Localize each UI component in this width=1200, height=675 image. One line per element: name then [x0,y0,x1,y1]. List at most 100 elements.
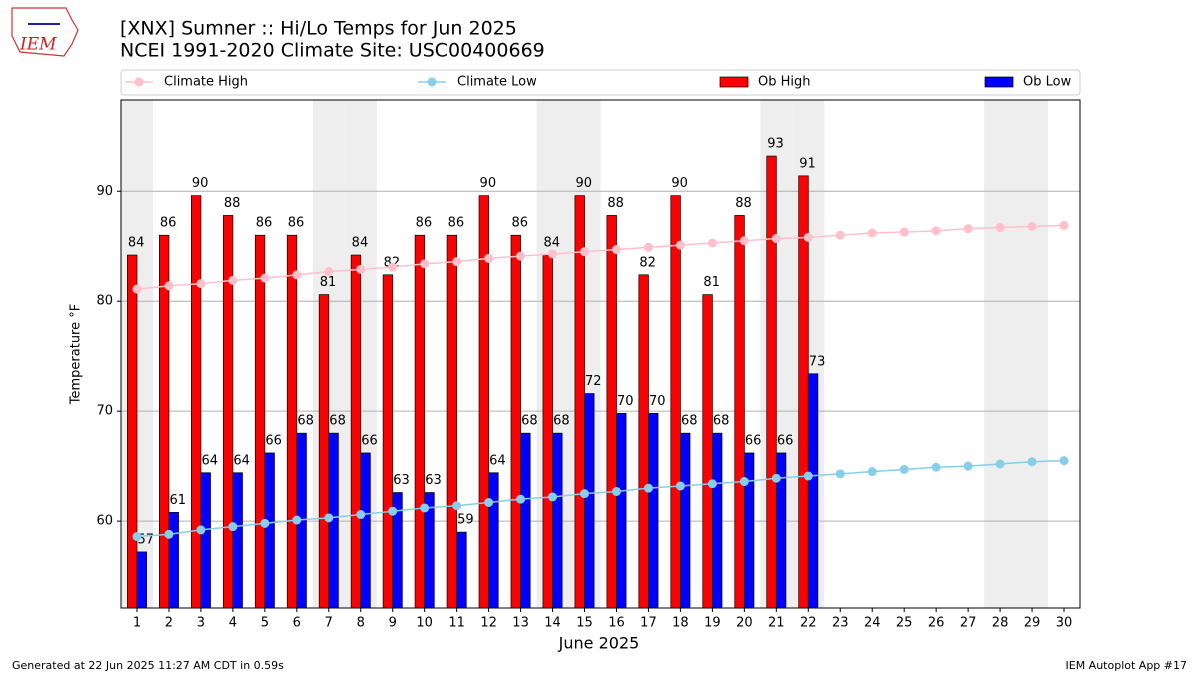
data-label: 86 [448,216,465,231]
x-tick-label: 12 [480,616,497,631]
y-axis-label: Temperature °F [69,304,84,405]
data-label: 86 [160,216,177,231]
x-tick-label: 11 [448,616,465,631]
data-label: 64 [489,453,506,468]
legend-label: Ob Low [1023,75,1072,90]
data-label: 88 [224,196,241,211]
point [963,224,973,234]
legend-swatch [719,76,749,88]
x-tick-label: 18 [672,616,689,631]
bar [254,234,266,609]
data-label: 66 [777,433,794,448]
x-tick-label: 26 [928,616,945,631]
bar [264,452,275,609]
legend-swatch [134,77,144,87]
point [739,477,749,487]
bar [488,472,499,609]
bar [702,294,713,609]
bar [680,432,691,609]
point [867,228,877,238]
data-label: 93 [767,137,784,152]
legend-label: Climate High [164,75,248,90]
bar [360,452,371,609]
data-label: 66 [745,433,762,448]
point [164,529,174,539]
point [1027,221,1037,231]
bar [584,393,595,609]
point [548,492,558,502]
logo-text: IEM [19,35,57,55]
point [803,232,813,242]
x-tick-label: 20 [736,616,753,631]
point [484,253,494,263]
bar [542,254,553,609]
bar [200,472,211,609]
bar [638,274,649,609]
data-label: 72 [585,374,602,389]
data-label: 63 [393,473,410,488]
point [675,240,685,250]
x-tick-label: 1 [133,616,141,631]
chart-subtitle: NCEI 1991-2020 Climate Site: USC00400669 [120,40,545,62]
footer: Generated at 22 Jun 2025 11:27 AM CDT in… [12,659,284,672]
x-tick-label: 28 [992,616,1009,631]
data-label: 90 [192,176,209,191]
point [643,242,653,252]
point [580,489,590,499]
data-label: 90 [671,176,688,191]
data-label: 73 [809,354,826,369]
bar [648,413,659,609]
point [324,513,334,523]
y-tick-label: 70 [96,404,113,419]
data-label: 66 [361,433,378,448]
point [707,238,717,248]
x-tick-label: 30 [1056,616,1073,631]
x-tick-label: 13 [512,616,529,631]
x-tick-label: 27 [960,616,977,631]
point [516,494,526,504]
bar [552,432,563,609]
x-tick-label: 10 [416,616,433,631]
point [611,245,621,255]
data-label: 84 [543,236,560,251]
x-tick-label: 2 [165,616,173,631]
point [771,473,781,483]
weekend-shade [984,100,1017,608]
point [228,522,238,532]
bar [232,472,243,609]
data-label: 91 [799,156,816,171]
bar [286,234,298,609]
x-tick-label: 6 [293,616,301,631]
x-tick-label: 4 [229,616,237,631]
x-tick-label: 24 [864,616,881,631]
x-tick-label: 17 [640,616,657,631]
x-tick-label: 14 [544,616,561,631]
data-label: 63 [425,473,442,488]
bar [190,195,202,609]
data-label: 68 [329,414,346,429]
x-tick-label: 7 [325,616,333,631]
bar [127,254,138,609]
legend-box [120,69,1081,96]
line [136,224,1065,290]
bar [414,234,426,609]
point [196,279,206,289]
bar [807,373,819,609]
bar [766,155,777,609]
data-label: 90 [575,176,592,191]
plot-frame [120,99,1081,609]
point [484,497,494,507]
point [452,257,462,267]
point [356,264,366,274]
data-label: 64 [233,453,250,468]
legend-swatch [984,76,1014,88]
data-label: 59 [457,513,474,528]
data-label: 86 [416,216,433,231]
bar [222,215,234,609]
data-label: 86 [512,216,529,231]
point [739,236,749,246]
point [931,226,941,236]
legend-swatch [427,77,437,87]
bar [318,294,330,609]
point [324,267,334,277]
